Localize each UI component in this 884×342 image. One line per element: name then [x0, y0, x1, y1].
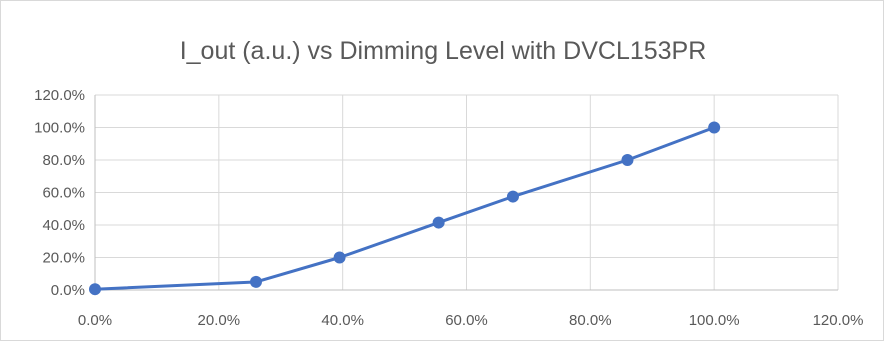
- x-tick-label: 40.0%: [321, 312, 364, 329]
- x-tick-label: 80.0%: [569, 312, 612, 329]
- data-point: [621, 154, 634, 166]
- y-tick-label: 80.0%: [42, 152, 85, 169]
- y-tick-label: 60.0%: [42, 185, 85, 202]
- series-layer: [89, 121, 721, 296]
- y-tick-label: 100.0%: [34, 120, 85, 137]
- tick-labels: 0.0% 20.0% 40.0% 60.0% 80.0% 100.0% 120.0% 0.0%…: [34, 87, 863, 329]
- x-tick-label: 0.0%: [78, 312, 112, 329]
- data-point: [333, 251, 346, 264]
- gridlines: [95, 94, 839, 290]
- data-point: [89, 283, 101, 296]
- series-line: [94, 126, 715, 291]
- chart-title: I_out (a.u.) vs Dimming Level with DVCL1…: [180, 37, 707, 65]
- axes: [94, 95, 838, 291]
- x-tick-label: 120.0%: [813, 312, 864, 329]
- data-point: [249, 275, 262, 288]
- x-tick-label: 60.0%: [445, 312, 488, 329]
- y-tick-label: 120.0%: [34, 87, 85, 104]
- y-tick-label: 40.0%: [42, 217, 85, 234]
- y-tick-label: 0.0%: [51, 282, 85, 299]
- x-tick-label: 20.0%: [198, 312, 241, 329]
- data-point: [708, 121, 721, 134]
- y-tick-label: 20.0%: [42, 250, 85, 267]
- data-point: [432, 216, 445, 229]
- data-point: [506, 190, 519, 203]
- x-tick-label: 100.0%: [689, 312, 740, 329]
